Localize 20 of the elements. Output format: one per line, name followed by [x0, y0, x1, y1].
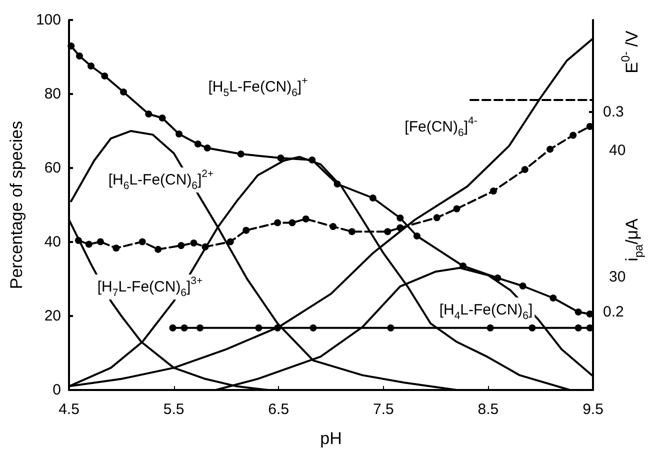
y2-tick-label: 0.3	[603, 104, 624, 120]
y-tick-label: 60	[44, 160, 61, 176]
y3-axis-title: ipa/μA	[622, 218, 646, 262]
x-tick-label: 6.5	[268, 401, 290, 418]
y3-tick-label: 40	[609, 142, 626, 160]
y-axis-title: Percentage of species	[7, 120, 26, 290]
x-tick-label: 9.5	[582, 401, 604, 418]
y-tick-label: 0	[52, 382, 61, 398]
y-tick-label: 80	[44, 86, 61, 102]
y-tick-label: 40	[44, 234, 61, 250]
y2-axis-title: E0- /V	[618, 30, 642, 74]
y-tick-label: 100	[36, 12, 61, 28]
x-tick-label: 8.5	[478, 401, 499, 418]
x-tick-label: 7.5	[372, 401, 394, 418]
y3-tick-label: 30	[609, 268, 626, 286]
x-tick-label: 5.5	[163, 401, 184, 418]
y-tick-label: 20	[44, 308, 61, 324]
x-axis-title: pH	[320, 429, 342, 448]
y2-tick-label: 0.2	[603, 304, 624, 320]
x-tick-label: 4.5	[58, 401, 80, 418]
